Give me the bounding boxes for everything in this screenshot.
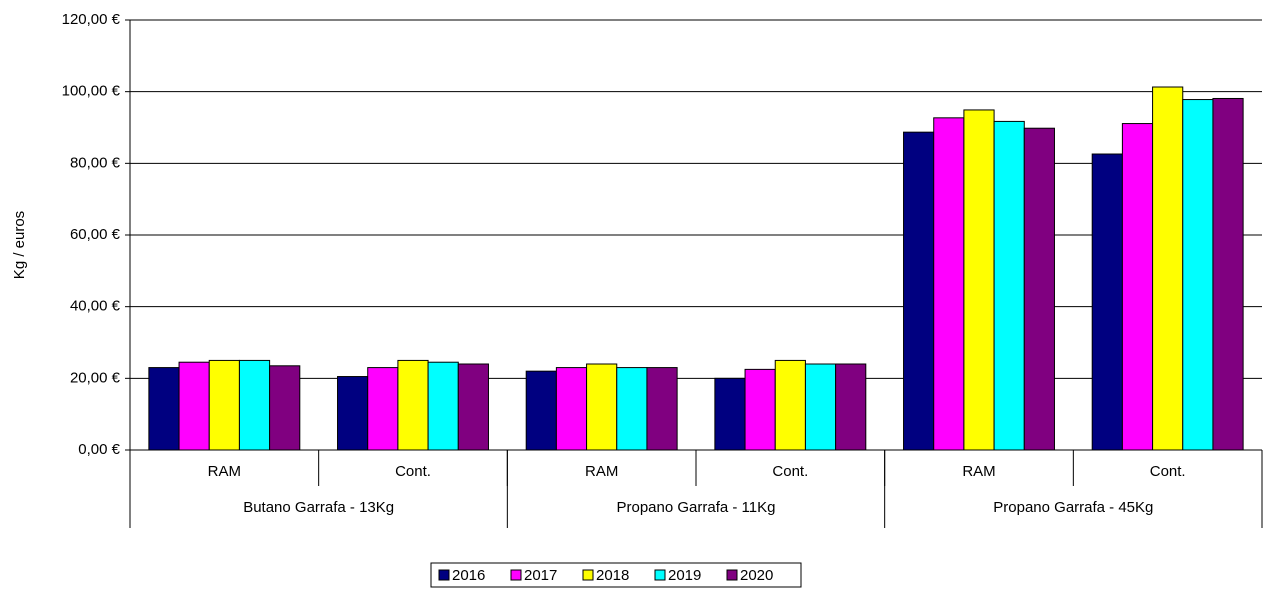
bar: [397, 359, 429, 451]
bar: [1182, 99, 1214, 451]
legend-label: 2020: [740, 567, 773, 584]
x-tick-label: Cont.: [772, 463, 808, 480]
y-tick-label: 80,00 €: [70, 154, 121, 171]
x-tick-label: Cont.: [1150, 463, 1186, 480]
bar: [963, 109, 995, 451]
y-tick-label: 0,00 €: [78, 441, 120, 458]
y-tick-label: 40,00 €: [70, 298, 121, 315]
bar: [774, 359, 806, 451]
x-tick-label: Cont.: [395, 463, 431, 480]
y-tick-label: 100,00 €: [62, 83, 121, 100]
legend-swatch: [510, 569, 522, 581]
bar: [208, 359, 240, 451]
bar: [178, 361, 210, 451]
bar: [586, 363, 618, 451]
legend-label: 2017: [524, 567, 557, 584]
group-label: Butano Garrafa - 13Kg: [243, 499, 394, 516]
y-axis-title: Kg / euros: [11, 211, 28, 279]
legend-swatch: [438, 569, 450, 581]
x-tick-label: RAM: [585, 463, 618, 480]
bar: [427, 361, 459, 451]
legend-label: 2016: [452, 567, 485, 584]
bar: [804, 363, 837, 451]
bar: [933, 117, 965, 451]
legend-label: 2019: [668, 567, 701, 584]
bar: [337, 376, 369, 451]
bar: [1023, 127, 1055, 451]
legend-box: [430, 562, 802, 588]
bar: [148, 367, 180, 451]
bar: [1091, 153, 1123, 451]
bar: [1152, 86, 1184, 451]
y-tick-label: 20,00 €: [70, 369, 121, 386]
legend-swatch: [654, 569, 666, 581]
bar: [555, 367, 588, 451]
bar: [269, 365, 301, 451]
group-label: Propano Garrafa - 45Kg: [993, 499, 1153, 516]
legend-label: 2018: [596, 567, 629, 584]
bar: [616, 367, 648, 451]
bar: [1121, 123, 1154, 451]
y-tick-label: 60,00 €: [70, 226, 121, 243]
x-tick-label: RAM: [962, 463, 995, 480]
group-label: Propano Garrafa - 11Kg: [617, 499, 776, 516]
x-tick-label: RAM: [208, 463, 241, 480]
bar: [714, 377, 746, 451]
bar: [744, 368, 776, 451]
bar: [993, 120, 1025, 451]
bar: [525, 370, 557, 451]
bar: [835, 363, 867, 451]
y-tick-label: 120,00 €: [62, 11, 121, 28]
bar: [238, 359, 271, 451]
legend-swatch: [582, 569, 594, 581]
legend-swatch: [726, 569, 738, 581]
bar: [457, 363, 489, 451]
bar: [367, 367, 399, 451]
bar: [646, 367, 678, 451]
bar: [1212, 97, 1244, 451]
bar: [903, 131, 935, 451]
